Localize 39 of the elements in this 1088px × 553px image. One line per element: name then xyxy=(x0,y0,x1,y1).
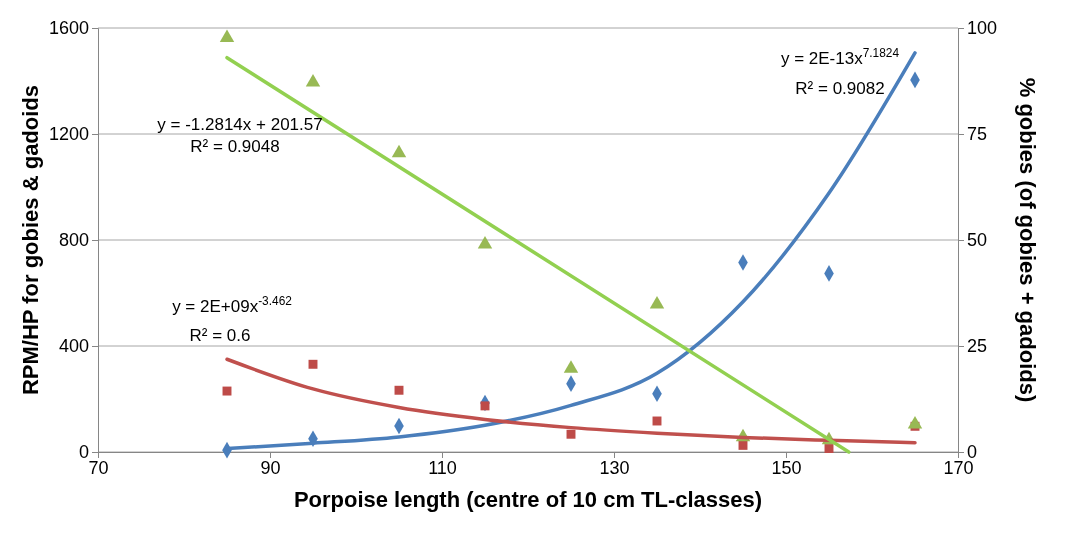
point xyxy=(738,440,748,450)
point xyxy=(219,29,235,42)
y-tick-label: 0 xyxy=(78,442,89,463)
point xyxy=(824,444,834,454)
point xyxy=(480,401,490,411)
x-axis-title: Porpoise length (centre of 10 cm TL-classes) xyxy=(293,487,763,512)
line-series xyxy=(225,357,917,445)
annotation: y = 2E-13x$^{7.1824}$ xyxy=(780,46,900,68)
y2-tick-label: 50 xyxy=(967,230,988,251)
point xyxy=(305,73,321,87)
x-tick-label: 130 xyxy=(599,457,630,478)
annotation: y = 2E+09x$^{-3.462}$ xyxy=(172,294,293,316)
annotation: R² = 0.9048 xyxy=(190,137,280,156)
x-tick-label: 70 xyxy=(88,457,109,478)
point xyxy=(649,296,665,309)
point xyxy=(907,416,923,429)
x-tick-label: 90 xyxy=(260,457,281,478)
point xyxy=(566,429,576,439)
point xyxy=(222,386,232,396)
point xyxy=(391,144,407,158)
y-tick-label: 1200 xyxy=(48,124,89,145)
x-tick-label: 150 xyxy=(771,457,802,478)
point xyxy=(563,360,579,373)
annotation: R² = 0.6 xyxy=(189,326,251,345)
y-tick-label: 400 xyxy=(58,336,89,357)
x-tick-label: 170 xyxy=(943,457,974,478)
point xyxy=(477,235,493,249)
y-tick-label: 1600 xyxy=(48,18,89,39)
x-tick-label: 110 xyxy=(428,457,457,478)
y-axis-title: RPM/HP for gobies & gadoids xyxy=(18,84,43,396)
annotation: y = -1.2814x + 201.57 xyxy=(157,115,323,134)
y-tick-label: 800 xyxy=(58,230,89,251)
y2-tick-label: 25 xyxy=(967,336,988,357)
point xyxy=(308,359,318,369)
annotation: R² = 0.9082 xyxy=(795,79,885,98)
y2-tick-label: 100 xyxy=(967,18,998,39)
y2-tick-label: 75 xyxy=(967,124,988,145)
point xyxy=(394,385,404,395)
y2-axis-title: % gobies (of gobies + gadoids) xyxy=(1015,77,1040,403)
